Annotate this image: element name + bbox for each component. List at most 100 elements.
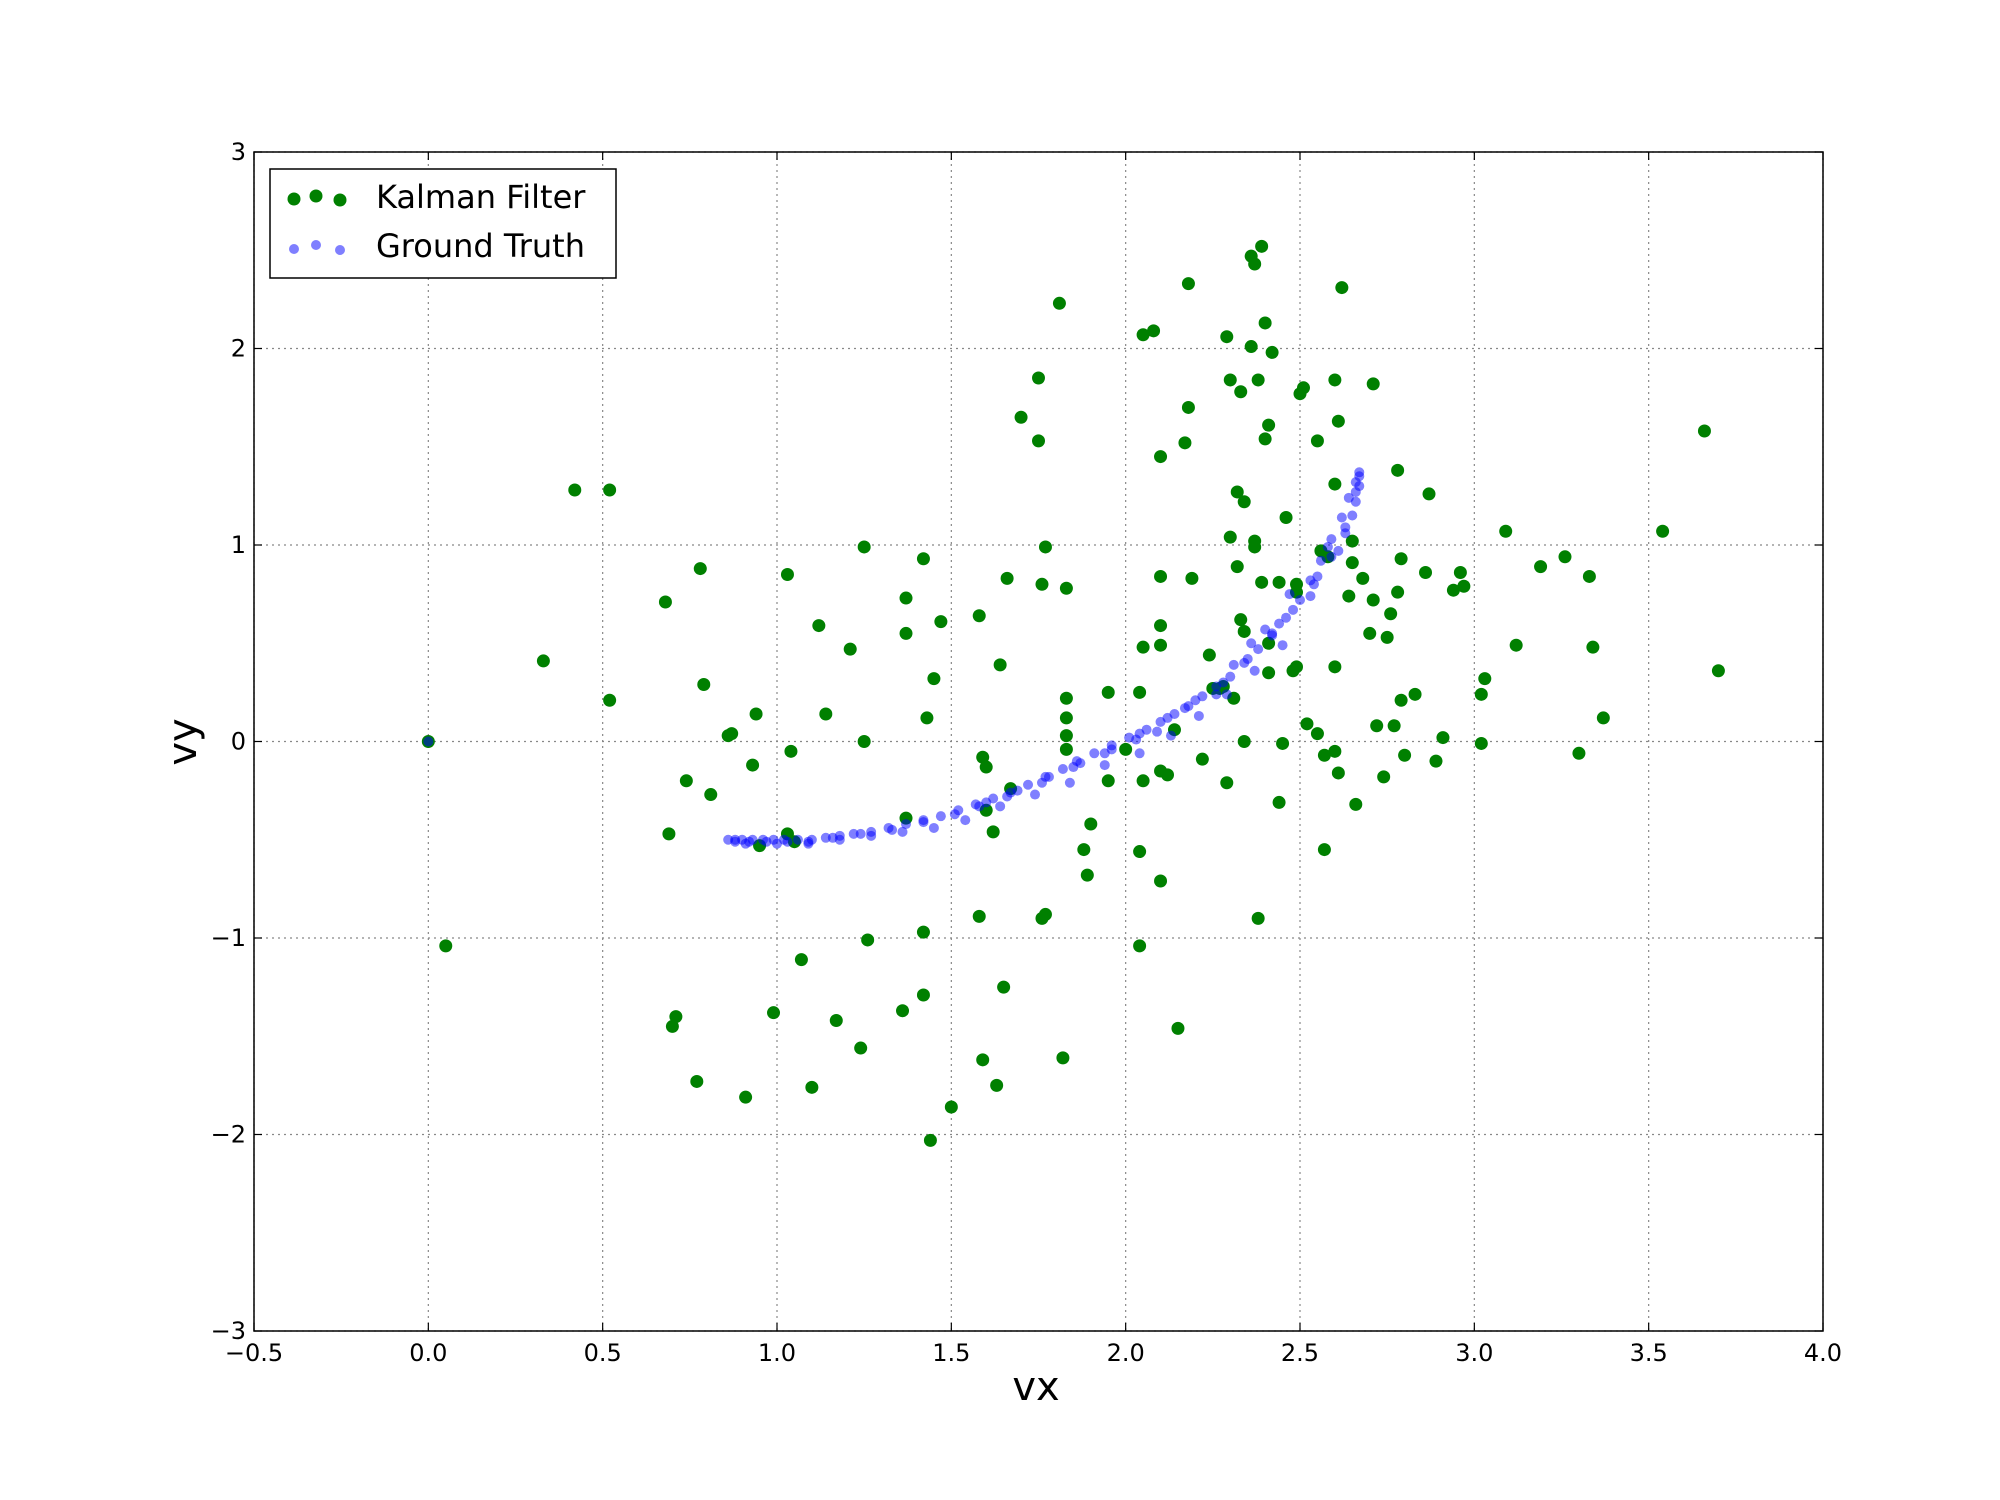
kalman-filter-point xyxy=(1429,754,1443,768)
ground-truth-point xyxy=(740,838,751,849)
kalman-filter-point xyxy=(1331,414,1345,428)
ground-truth-point xyxy=(1260,624,1271,635)
kalman-filter-point xyxy=(1534,560,1548,574)
kalman-filter-point xyxy=(1335,281,1349,295)
x-tick-label: −0.5 xyxy=(225,1339,283,1367)
kalman-filter-point xyxy=(794,953,808,967)
x-tick-label: 0.5 xyxy=(584,1339,622,1367)
legend-label-ground-truth: Ground Truth xyxy=(376,227,585,265)
kalman-filter-point xyxy=(697,678,711,692)
kalman-filter-point xyxy=(1251,373,1265,387)
kalman-filter-point xyxy=(899,626,913,640)
kalman-filter-point xyxy=(1234,613,1248,627)
kalman-filter-point xyxy=(1265,345,1279,359)
ground-truth-point xyxy=(1099,760,1110,771)
kalman-filter-point xyxy=(603,693,617,707)
kalman-filter-point xyxy=(690,1074,704,1088)
kalman-filter-point xyxy=(1133,939,1147,953)
ground-truth-point xyxy=(761,836,772,847)
kalman-filter-point xyxy=(1136,774,1150,788)
kalman-filter-point xyxy=(1258,316,1272,330)
kalman-filter-point xyxy=(976,750,990,764)
kalman-filter-point xyxy=(439,939,453,953)
kalman-filter-point xyxy=(1474,687,1488,701)
kalman-filter-point xyxy=(603,483,617,497)
y-tick-label: −2 xyxy=(211,1121,246,1149)
kalman-filter-point xyxy=(1059,729,1073,743)
kalman-filter-point xyxy=(1586,640,1600,654)
kalman-filter-point xyxy=(1391,585,1405,599)
legend-kf-dot-1 xyxy=(287,192,301,206)
kalman-filter-point xyxy=(1377,770,1391,784)
x-tick-label: 3.5 xyxy=(1630,1339,1668,1367)
kalman-filter-point xyxy=(1154,874,1168,888)
kalman-filter-point xyxy=(1059,581,1073,595)
ground-truth-point xyxy=(887,824,898,835)
ground-truth-point xyxy=(848,828,859,839)
legend-gt-dot-3 xyxy=(335,245,345,255)
ground-truth-point xyxy=(1305,591,1316,602)
kalman-filter-point xyxy=(927,672,941,686)
kalman-filter-point xyxy=(843,642,857,656)
kalman-filter-point xyxy=(1077,843,1091,857)
kalman-filter-point xyxy=(979,760,993,774)
ground-truth-point xyxy=(1326,534,1337,545)
kalman-filter-point xyxy=(1181,400,1195,414)
ground-truth-point xyxy=(1211,689,1222,700)
kalman-filter-point xyxy=(1161,768,1175,782)
kalman-filter-point xyxy=(536,654,550,668)
kalman-filter-point xyxy=(1391,463,1405,477)
ground-truth-point xyxy=(960,815,971,826)
kalman-filter-point xyxy=(857,540,871,554)
kalman-filter-point xyxy=(1582,569,1596,583)
ground-truth-point xyxy=(1012,785,1023,796)
kalman-filter-point xyxy=(1195,752,1209,766)
ground-truth-point xyxy=(803,838,814,849)
kalman-filter-point xyxy=(1394,693,1408,707)
kalman-filter-point xyxy=(1272,795,1286,809)
ground-truth-point xyxy=(1326,551,1337,562)
kalman-filter-point xyxy=(1310,434,1324,448)
legend-kf-dot-2 xyxy=(309,189,323,203)
ground-truth-point xyxy=(1333,545,1344,556)
y-tick-label: 3 xyxy=(231,138,246,166)
kalman-filter-point xyxy=(1656,524,1670,538)
kalman-filter-point xyxy=(1014,410,1028,424)
ground-truth-point xyxy=(1036,777,1047,788)
kalman-filter-point xyxy=(1345,534,1359,548)
ground-truth-point xyxy=(897,826,908,837)
kalman-filter-point xyxy=(1251,911,1265,925)
kalman-filter-point xyxy=(679,774,693,788)
kalman-filter-point xyxy=(1119,742,1133,756)
kalman-filter-point xyxy=(1300,717,1314,731)
ground-truth-point xyxy=(1030,789,1041,800)
ground-truth-point xyxy=(1089,748,1100,759)
kalman-filter-point xyxy=(812,619,826,633)
x-tick-label: 2.0 xyxy=(1107,1339,1145,1367)
ground-truth-point xyxy=(1350,486,1361,497)
kalman-filter-point xyxy=(1202,648,1216,662)
x-tick-label: 0.0 xyxy=(409,1339,447,1367)
ground-truth-point xyxy=(1057,764,1068,775)
ground-truth-point xyxy=(1249,665,1260,676)
legend-marker-kalman-filter xyxy=(287,189,347,207)
y-axis-title: vy xyxy=(160,718,206,765)
legend-marker-ground-truth xyxy=(289,240,345,255)
ground-truth-point xyxy=(1253,644,1264,655)
ground-truth-point xyxy=(1312,571,1323,582)
kalman-filter-point xyxy=(1272,575,1286,589)
kalman-filter-point xyxy=(1178,436,1192,450)
kalman-filter-point xyxy=(665,1019,679,1033)
kalman-filter-point xyxy=(976,1053,990,1067)
kalman-filter-point xyxy=(1366,377,1380,391)
kalman-filter-point xyxy=(669,1010,683,1024)
ground-truth-point xyxy=(866,830,877,841)
ground-truth-point xyxy=(1277,640,1288,651)
legend-gt-dot-2 xyxy=(311,240,321,250)
kalman-filter-point xyxy=(1499,524,1513,538)
kalman-filter-point xyxy=(1059,711,1073,725)
kalman-filter-point xyxy=(1230,560,1244,574)
ground-truth-point xyxy=(772,838,782,849)
x-tick-label: 2.5 xyxy=(1281,1339,1319,1367)
x-tick-labels: −0.5 0.0 0.5 1.0 1.5 2.0 2.5 3.0 3.5 4.0 xyxy=(225,1339,1842,1367)
